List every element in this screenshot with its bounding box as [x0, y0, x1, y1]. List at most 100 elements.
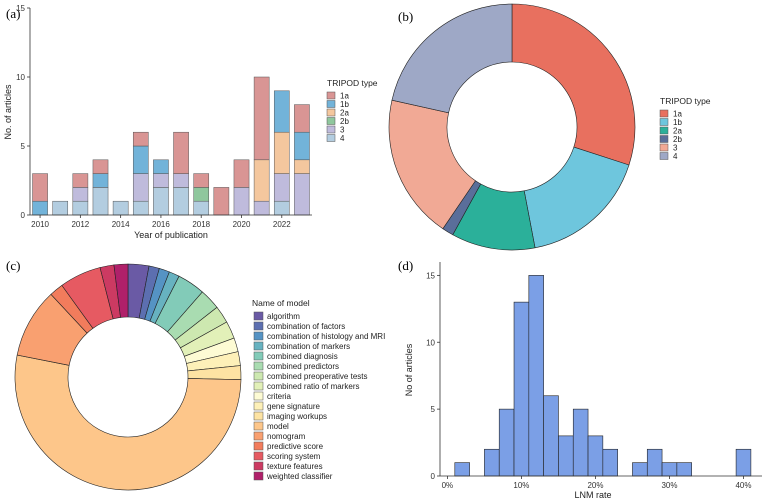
b-legend-swatch-4 [659, 152, 669, 160]
d-ytick-label: 10 [426, 338, 435, 347]
b-legend-label-1b: 1b [673, 118, 682, 127]
c-legend-label-criteria: criteria [267, 392, 292, 401]
d-y-axis-title: No of articles [404, 343, 414, 396]
a-bar-2013-type-1b [92, 173, 109, 188]
a-bar-2015-type-4 [132, 200, 149, 216]
c-legend-swatch-combined-ratio-of-markers [253, 381, 264, 391]
a-bar-2017-type-3 [173, 173, 189, 188]
a-bar-2023-type-2a [294, 159, 310, 174]
d-bin-0 [454, 462, 470, 477]
a-bar-2022-type-2a [273, 131, 290, 174]
a-legend-swatch-4 [326, 134, 336, 142]
a-xtick-label: 2016 [152, 220, 170, 229]
a-bar-2016-type-1b [153, 159, 169, 174]
c-legend-swatch-model [253, 421, 264, 431]
a-bar-2011-type-4 [52, 200, 69, 216]
a-legend-label-2b: 2b [340, 117, 349, 126]
a-bar-2018-type-4 [193, 200, 210, 216]
d-xtick-label: 20% [587, 481, 603, 490]
c-legend-swatch-gene-signature [253, 401, 264, 411]
d-xtick-label: 0% [442, 481, 454, 490]
c-legend-title: Name of model [252, 298, 310, 308]
d-bin-8 [587, 435, 604, 477]
a-x-axis-title: Year of publication [134, 230, 208, 240]
a-bar-2010-type-1b [32, 200, 48, 216]
a-legend-swatch-2b [326, 117, 336, 125]
panel-label-d: (d) [398, 258, 413, 273]
b-legend-swatch-1b [659, 118, 669, 126]
panel-label-b: (b) [398, 9, 413, 24]
a-legend-swatch-1a [326, 91, 336, 100]
c-legend-label-algorithm: algorithm [267, 312, 300, 321]
c-legend-swatch-combined-predictors [253, 361, 264, 371]
a-xtick-label: 2022 [273, 220, 291, 229]
d-bin-13 [676, 462, 692, 477]
d-bin-3 [513, 301, 530, 477]
d-bin-5 [543, 395, 559, 477]
a-bar-2018-type-2b [193, 187, 210, 202]
c-legend-swatch-criteria [253, 391, 264, 401]
a-bar-2019-type-1a [213, 187, 230, 216]
b-legend-label-2a: 2a [673, 127, 682, 136]
d-bin-9 [602, 448, 618, 477]
a-bar-2014-type-4 [112, 200, 129, 216]
b-legend-swatch-3 [659, 143, 669, 152]
c-legend-swatch-texture-features [253, 461, 264, 471]
a-legend-label-4: 4 [340, 134, 345, 143]
a-xtick-label: 2012 [71, 220, 89, 229]
c-legend-swatch-scoring-system [253, 451, 264, 461]
c-legend-swatch-combination-of-histology-and-MRI [253, 331, 264, 341]
c-legend-label-predictive-score: predictive score [267, 442, 324, 451]
panel-a-stacked-bar-chart: 0 5 10 15 2010 2012 2014 2016 2018 2020 2022 No. … [3, 4, 378, 240]
d-ytick-label: 5 [431, 405, 436, 414]
a-bar-2021-type-3 [253, 200, 270, 216]
c-legend-swatch-combination-of-factors [253, 321, 264, 331]
c-slice-weighted-classifier [113, 263, 129, 318]
b-slice-4 [391, 3, 513, 114]
b-legend-label-4: 4 [673, 152, 678, 161]
a-xtick-label: 2014 [112, 220, 130, 229]
b-legend-swatch-2a [659, 126, 669, 135]
c-legend-label-combination-of-factors: combination of factors [267, 322, 345, 331]
b-legend-swatch-1a [659, 109, 669, 118]
a-bar-2012-type-1a [72, 173, 89, 188]
panel-label-c: (c) [6, 258, 20, 273]
a-bar-2015-type-1a [132, 131, 149, 147]
b-slice-1a [511, 3, 636, 166]
b-legend-title: TRIPOD type [660, 96, 711, 106]
d-xtick-label: 10% [513, 481, 529, 490]
c-legend-swatch-nomogram [253, 431, 264, 441]
a-bar-2015-type-1b [132, 145, 149, 174]
c-legend-swatch-combined-diagnosis [253, 351, 264, 361]
c-legend-label-gene-signature: gene signature [267, 402, 320, 411]
a-y-axis-title: No. of articles [3, 84, 13, 140]
a-bar-2022-type-3 [273, 173, 290, 202]
a-bar-2013-type-4 [92, 187, 109, 216]
a-bar-2023-type-3 [294, 173, 310, 216]
d-bin-1 [484, 448, 500, 477]
a-legend-swatch-2a [326, 108, 336, 117]
a-bar-2022-type-1b [273, 90, 290, 133]
a-bar-2020-type-3 [233, 187, 250, 216]
a-legend-swatch-3 [326, 125, 336, 134]
c-legend-swatch-weighted-classifier [253, 471, 264, 481]
a-bar-2017-type-1a [173, 131, 189, 174]
d-xtick-label: 40% [735, 481, 751, 490]
d-bin-7 [572, 408, 589, 477]
a-legend-label-2a: 2a [340, 109, 349, 118]
b-slice-1b [523, 146, 630, 249]
c-legend-swatch-combination-of-markers [253, 341, 264, 351]
a-bar-2015-type-3 [132, 173, 149, 202]
a-ytick-label: 0 [21, 211, 26, 220]
c-legend-label-combined-ratio-of-markers: combined ratio of markers [267, 382, 359, 391]
c-legend-label-combined-diagnosis: combined diagnosis [267, 352, 338, 361]
c-legend-swatch-imaging-workups [253, 411, 264, 421]
a-bar-2017-type-4 [173, 187, 189, 216]
a-bar-2013-type-1a [92, 159, 109, 174]
a-bar-2012-type-3 [72, 187, 89, 202]
d-bin-10 [632, 462, 648, 477]
a-ytick-label: 5 [21, 142, 26, 151]
